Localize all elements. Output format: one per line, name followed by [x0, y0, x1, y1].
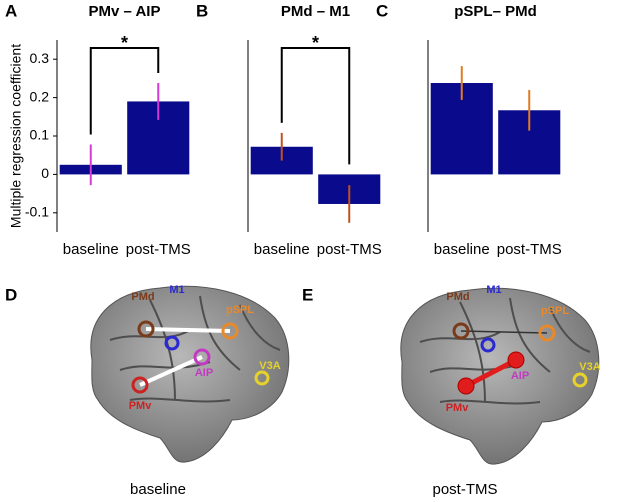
significance-label: * — [312, 33, 319, 53]
node — [452, 322, 470, 340]
region-label: M1 — [169, 284, 184, 296]
node — [507, 351, 525, 369]
y-tick-label: 0.3 — [30, 50, 50, 66]
region-label: PMd — [446, 291, 469, 303]
brain — [400, 287, 600, 465]
panel-letter: B — [196, 1, 208, 20]
y-tick-label: 0.2 — [30, 88, 50, 104]
connection — [460, 330, 548, 334]
region-label: AIP — [195, 367, 213, 379]
region-label: AIP — [511, 370, 529, 382]
connection — [145, 327, 231, 333]
panel-letter: C — [376, 1, 388, 20]
y-tick-label: -0.1 — [25, 204, 49, 220]
chart-title: pSPL– PMd — [454, 3, 537, 20]
x-tick-label: post-TMS — [497, 241, 562, 258]
brain-panel-d: D PMd M1 pSPL V3A AIP PMv baseline — [5, 284, 290, 498]
y-tick-label: 0.1 — [30, 127, 50, 143]
y-tick-label: 0 — [41, 165, 49, 181]
region-label: pSPL — [226, 304, 254, 316]
significance-label: * — [121, 33, 128, 53]
node — [221, 322, 239, 340]
x-tick-label: baseline — [434, 241, 490, 258]
node — [480, 337, 496, 353]
x-tick-label: baseline — [254, 241, 310, 258]
brain-panel-e: E PMd M1 pSPL V3A AIP PMv post-TMS — [302, 284, 601, 498]
node — [137, 320, 155, 338]
connection — [139, 355, 203, 387]
x-tick-label: baseline — [63, 241, 119, 258]
node — [193, 348, 211, 366]
node — [457, 377, 475, 395]
region-label: V3A — [259, 360, 280, 372]
region-label: M1 — [486, 284, 501, 296]
significance-bracket — [280, 47, 351, 165]
y-axis-label: Multiple regression coefficient — [8, 44, 24, 228]
panel-letter: D — [5, 285, 17, 304]
x-tick-label: post-TMS — [317, 241, 382, 258]
node — [254, 370, 270, 386]
region-label: PMv — [446, 402, 470, 414]
region-label: PMv — [129, 400, 153, 412]
node — [538, 324, 556, 342]
chart-title: PMd – M1 — [281, 3, 350, 20]
region-label: PMd — [131, 291, 154, 303]
panel-letter: E — [302, 285, 313, 304]
node — [131, 376, 149, 394]
node — [572, 372, 588, 388]
connection — [464, 357, 518, 389]
panel-letter: A — [5, 1, 17, 20]
caption: baseline — [130, 481, 186, 498]
region-label: pSPL — [541, 305, 569, 317]
chart-title: PMv – AIP — [89, 3, 161, 20]
significance-bracket — [89, 47, 160, 135]
region-label: V3A — [579, 361, 600, 373]
caption: post-TMS — [432, 481, 497, 498]
x-tick-label: post-TMS — [126, 241, 191, 258]
node — [164, 335, 180, 351]
